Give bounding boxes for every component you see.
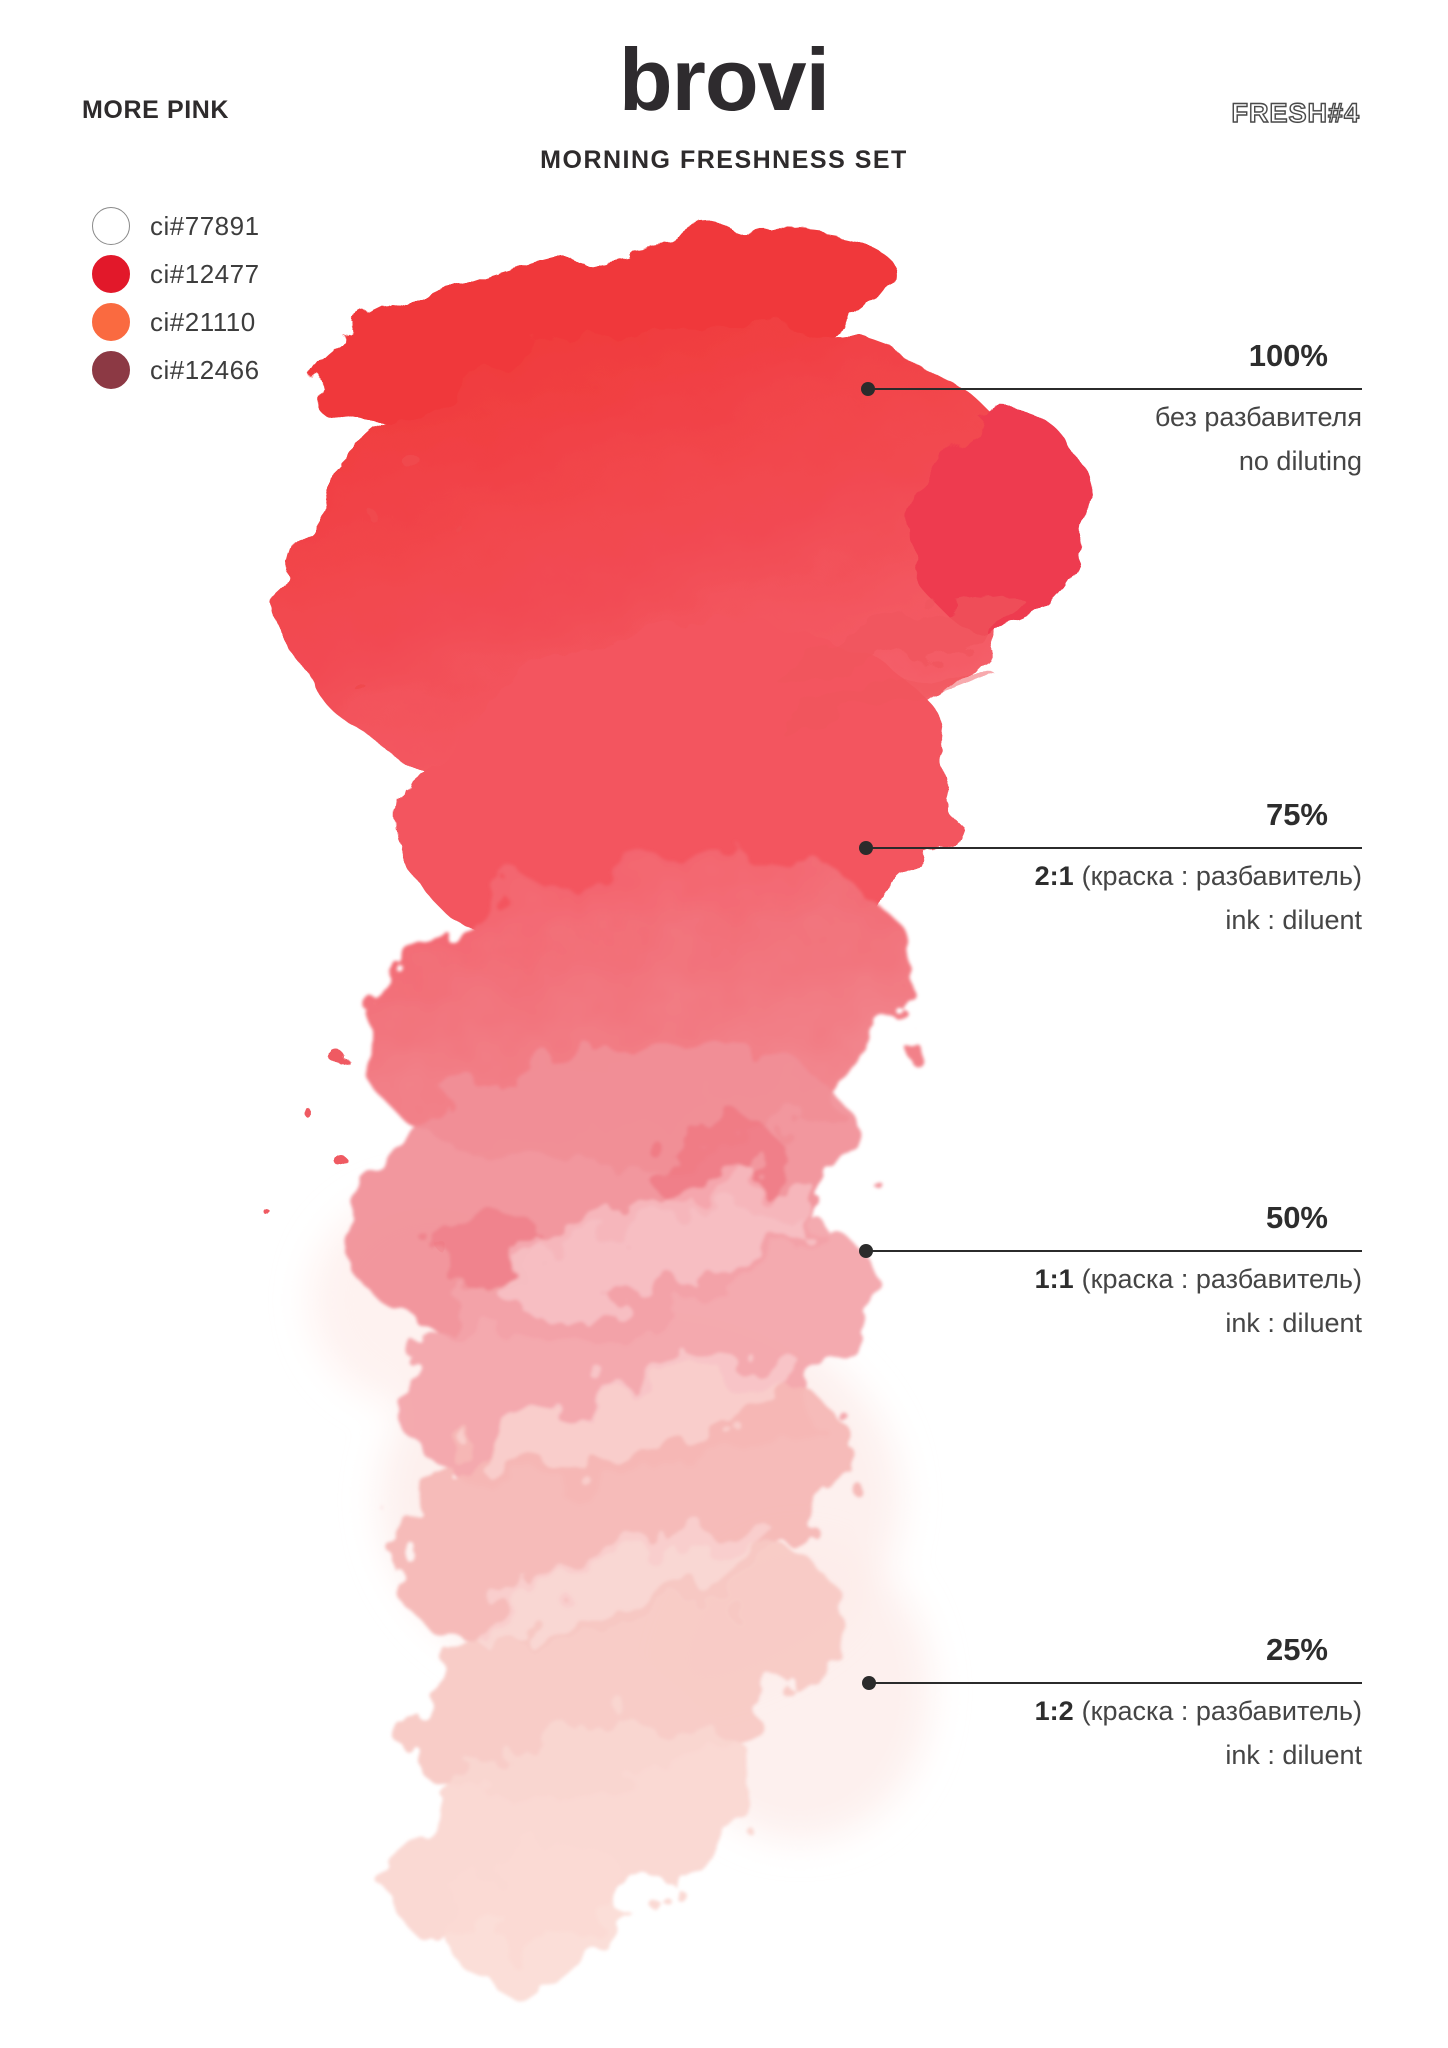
legend-color-dot — [92, 255, 130, 293]
set-subtitle: MORNING FRESHNESS SET — [540, 146, 908, 174]
callout-line — [866, 847, 1362, 849]
collection-label: MORE PINK — [82, 96, 230, 124]
legend-pigment-code: ci#77891 — [150, 210, 260, 241]
legend-color-dot — [92, 207, 130, 245]
note-en: ink : diluent — [1225, 905, 1362, 935]
dilution-percent: 75% — [1265, 797, 1328, 832]
dilution-ratio-note: 1:2 (краска : разбавитель) — [1035, 1695, 1362, 1727]
dilution-percent: 100% — [1248, 338, 1328, 373]
legend-item: ci#77891 — [92, 206, 260, 246]
legend-item: ci#21110 — [92, 302, 260, 342]
legend-item: ci#12477 — [92, 254, 260, 294]
brand-logo: brovi — [618, 30, 830, 129]
legend-pigment-code: ci#21110 — [150, 306, 256, 337]
note-ru: (краска : разбавитель) — [1081, 861, 1362, 891]
note-en: no diluting — [1238, 446, 1362, 476]
ink-strokes-diluted — [345, 854, 917, 1985]
dilution-percent: 50% — [1265, 1200, 1328, 1235]
callout-line — [868, 388, 1362, 390]
legend-pigment-code: ci#12477 — [150, 258, 260, 289]
dilution-ratio-note: 2:1 (краска : разбавитель) — [1035, 860, 1362, 892]
pigment-legend: ci#77891 ci#12477 ci#21110 ci#12466 — [92, 206, 260, 398]
ratio-value: 1:2 — [1034, 1696, 1074, 1726]
legend-color-dot — [92, 303, 130, 341]
note-en: ink : diluent — [1225, 1308, 1362, 1338]
note-ru: (краска : разбавитель) — [1081, 1696, 1362, 1726]
ratio-value: 1:1 — [1034, 1264, 1074, 1294]
callout-line — [866, 1250, 1362, 1252]
note-ru: без разбавителя — [1154, 402, 1362, 432]
callout-line — [869, 1682, 1362, 1684]
legend-pigment-code: ci#12466 — [150, 354, 260, 385]
dilution-ratio-note: 1:1 (краска : разбавитель) — [1035, 1263, 1362, 1295]
dilution-ratio-note: без разбавителя — [1155, 401, 1362, 433]
legend-item: ci#12466 — [92, 350, 260, 390]
edition-badge: FRESH#4 — [1231, 97, 1360, 128]
legend-color-dot — [92, 351, 130, 389]
note-en: ink : diluent — [1225, 1740, 1362, 1770]
note-ru: (краска : разбавитель) — [1081, 1264, 1362, 1294]
ratio-value: 2:1 — [1034, 861, 1074, 891]
dilution-percent: 25% — [1265, 1632, 1328, 1667]
